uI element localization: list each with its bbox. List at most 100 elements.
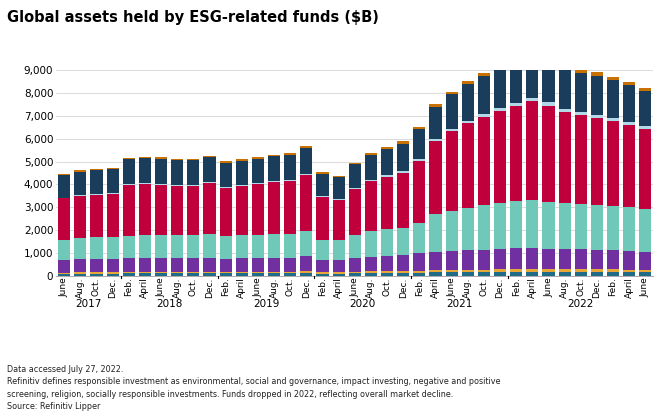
Text: 2020: 2020: [350, 299, 376, 309]
Bar: [478, 272, 490, 276]
Bar: [591, 250, 603, 269]
Bar: [430, 107, 442, 139]
Bar: [381, 149, 393, 175]
Bar: [430, 270, 442, 272]
Bar: [640, 129, 651, 209]
Bar: [187, 272, 199, 273]
Bar: [494, 66, 506, 70]
Bar: [220, 274, 232, 276]
Bar: [236, 161, 248, 185]
Bar: [90, 237, 102, 259]
Bar: [268, 234, 280, 258]
Bar: [365, 154, 377, 180]
Bar: [494, 70, 506, 108]
Bar: [155, 272, 167, 273]
Bar: [187, 159, 199, 160]
Bar: [640, 270, 651, 272]
Bar: [510, 103, 522, 106]
Bar: [220, 259, 232, 272]
Bar: [300, 148, 312, 174]
Bar: [106, 274, 119, 276]
Bar: [462, 250, 474, 270]
Bar: [90, 169, 102, 170]
Bar: [640, 272, 651, 276]
Bar: [171, 272, 183, 273]
Bar: [575, 250, 587, 269]
Bar: [58, 260, 70, 273]
Bar: [478, 250, 490, 269]
Bar: [365, 180, 377, 181]
Bar: [300, 146, 312, 148]
Bar: [494, 269, 506, 272]
Bar: [203, 273, 216, 276]
Bar: [413, 127, 426, 129]
Bar: [348, 162, 361, 164]
Bar: [155, 184, 167, 185]
Bar: [300, 256, 312, 272]
Bar: [220, 161, 232, 163]
Bar: [510, 269, 522, 272]
Bar: [591, 272, 603, 276]
Bar: [300, 231, 312, 256]
Bar: [236, 272, 248, 273]
Bar: [316, 196, 329, 197]
Bar: [58, 273, 70, 274]
Bar: [252, 272, 264, 273]
Bar: [123, 236, 135, 258]
Bar: [75, 196, 86, 238]
Bar: [171, 159, 183, 160]
Bar: [203, 183, 216, 234]
Bar: [591, 118, 603, 205]
Bar: [268, 156, 280, 181]
Bar: [365, 181, 377, 232]
Bar: [348, 190, 361, 235]
Bar: [478, 114, 490, 117]
Bar: [575, 272, 587, 276]
Bar: [236, 258, 248, 272]
Bar: [478, 269, 490, 272]
Bar: [58, 239, 70, 260]
Bar: [90, 170, 102, 194]
Bar: [348, 188, 361, 190]
Bar: [446, 211, 457, 251]
Bar: [494, 272, 506, 276]
Bar: [623, 251, 635, 269]
Bar: [591, 205, 603, 250]
Bar: [316, 260, 329, 272]
Bar: [494, 108, 506, 111]
Bar: [316, 174, 329, 196]
Bar: [203, 258, 216, 272]
Bar: [252, 235, 264, 258]
Bar: [333, 260, 345, 272]
Bar: [526, 101, 539, 200]
Bar: [155, 235, 167, 258]
Bar: [187, 160, 199, 185]
Bar: [333, 272, 345, 274]
Bar: [365, 272, 377, 273]
Bar: [203, 156, 216, 157]
Bar: [236, 186, 248, 235]
Bar: [397, 171, 409, 173]
Bar: [623, 269, 635, 272]
Bar: [333, 240, 345, 260]
Text: Data accessed July 27, 2022.
Refinitiv defines responsible investment as environ: Data accessed July 27, 2022. Refinitiv d…: [7, 365, 500, 411]
Bar: [607, 118, 619, 121]
Bar: [155, 273, 167, 276]
Bar: [236, 185, 248, 186]
Bar: [75, 274, 86, 276]
Bar: [543, 272, 554, 276]
Bar: [430, 272, 442, 276]
Bar: [607, 206, 619, 250]
Bar: [430, 141, 442, 214]
Bar: [397, 255, 409, 271]
Bar: [171, 185, 183, 186]
Bar: [268, 273, 280, 276]
Bar: [413, 159, 426, 161]
Bar: [284, 272, 296, 273]
Bar: [123, 258, 135, 272]
Text: 2019: 2019: [253, 299, 279, 309]
Bar: [623, 125, 635, 207]
Bar: [106, 237, 119, 259]
Bar: [478, 76, 490, 114]
Bar: [381, 175, 393, 177]
